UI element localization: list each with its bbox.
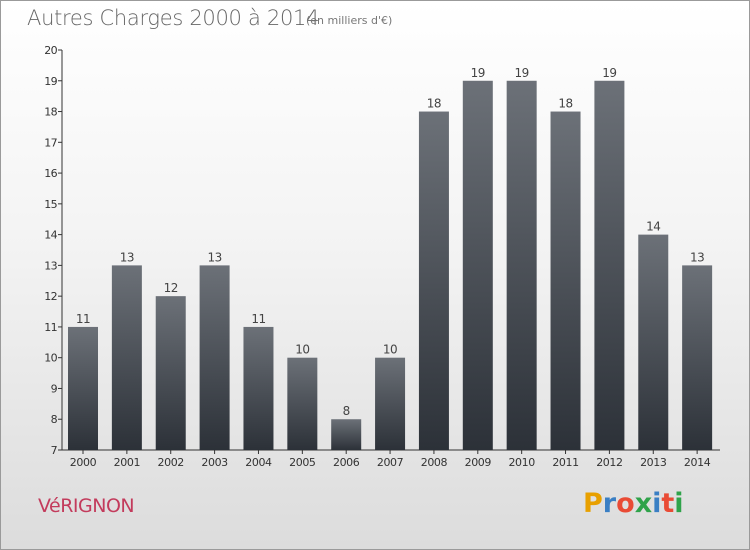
x-tick-label: 2003 bbox=[201, 456, 228, 469]
x-tick-label: 2001 bbox=[114, 456, 140, 469]
x-tick-label: 2014 bbox=[684, 456, 711, 469]
bar-2001 bbox=[111, 265, 142, 450]
y-tick-label: 7 bbox=[51, 444, 58, 457]
y-tick-label: 13 bbox=[44, 259, 57, 272]
data-label: 19 bbox=[471, 66, 485, 80]
proxiti-logo[interactable]: Proxiti bbox=[583, 488, 684, 519]
data-label: 19 bbox=[602, 66, 616, 80]
data-label: 12 bbox=[164, 281, 178, 295]
x-tick-label: 2012 bbox=[596, 456, 622, 469]
commune-name: VéRIGNON bbox=[38, 495, 135, 517]
data-label: 18 bbox=[427, 97, 441, 111]
data-label: 13 bbox=[207, 250, 221, 264]
data-label: 11 bbox=[251, 312, 265, 326]
bar-2004 bbox=[243, 326, 274, 450]
y-tick-label: 19 bbox=[44, 75, 57, 88]
x-tick-label: 2009 bbox=[465, 456, 492, 469]
logo-letter: r bbox=[602, 488, 617, 519]
data-label: 8 bbox=[343, 404, 350, 418]
y-tick-label: 15 bbox=[44, 198, 57, 211]
bar-2000 bbox=[68, 326, 98, 450]
x-tick-label: 2008 bbox=[421, 456, 448, 469]
y-tick-label: 20 bbox=[44, 44, 57, 57]
logo-letter: o bbox=[616, 488, 635, 519]
y-tick-label: 18 bbox=[44, 106, 57, 119]
bar-2008 bbox=[418, 111, 449, 451]
bar-2005 bbox=[287, 357, 318, 450]
data-label: 14 bbox=[646, 220, 660, 234]
bar-2010 bbox=[506, 80, 537, 451]
x-tick-label: 2004 bbox=[245, 456, 272, 469]
bar-2002 bbox=[155, 296, 186, 450]
bar-2009 bbox=[462, 80, 493, 451]
x-tick-label: 2007 bbox=[377, 456, 404, 469]
bar-2014 bbox=[682, 265, 713, 450]
logo-letter: x bbox=[634, 488, 653, 519]
data-label: 18 bbox=[558, 97, 572, 111]
y-tick-label: 9 bbox=[51, 382, 58, 395]
y-tick-label: 10 bbox=[44, 352, 57, 365]
y-tick-label: 16 bbox=[44, 167, 57, 180]
data-label: 11 bbox=[76, 312, 90, 326]
x-tick-label: 2000 bbox=[70, 456, 97, 469]
data-label: 13 bbox=[690, 250, 704, 264]
bar-2006 bbox=[331, 419, 362, 450]
data-label: 10 bbox=[295, 343, 309, 357]
bar-2013 bbox=[638, 234, 669, 450]
data-label: 19 bbox=[515, 66, 529, 80]
x-tick-label: 2011 bbox=[552, 456, 578, 469]
x-tick-label: 2005 bbox=[289, 456, 316, 469]
y-tick-label: 11 bbox=[44, 321, 57, 334]
y-tick-label: 8 bbox=[51, 413, 58, 426]
logo-letter: i bbox=[674, 488, 684, 519]
data-label: 10 bbox=[383, 343, 397, 357]
y-tick-label: 12 bbox=[44, 290, 57, 303]
logo-letter: t bbox=[661, 488, 675, 519]
chart-title: Autres Charges 2000 à 2014 bbox=[27, 6, 320, 30]
y-tick-label: 14 bbox=[44, 229, 57, 242]
x-tick-label: 2002 bbox=[158, 456, 184, 469]
bar-2003 bbox=[199, 265, 230, 450]
y-tick-label: 17 bbox=[44, 136, 57, 149]
logo-letter: i bbox=[652, 488, 662, 519]
chart-subtitle: (en milliers d'€) bbox=[306, 14, 393, 27]
x-tick-label: 2013 bbox=[640, 456, 667, 469]
bar-2012 bbox=[594, 80, 625, 451]
logo-letter: P bbox=[583, 488, 603, 519]
bar-2007 bbox=[375, 357, 406, 450]
x-tick-label: 2006 bbox=[333, 456, 360, 469]
x-tick-label: 2010 bbox=[508, 456, 535, 469]
bar-2011 bbox=[550, 111, 581, 451]
data-label: 13 bbox=[120, 250, 134, 264]
